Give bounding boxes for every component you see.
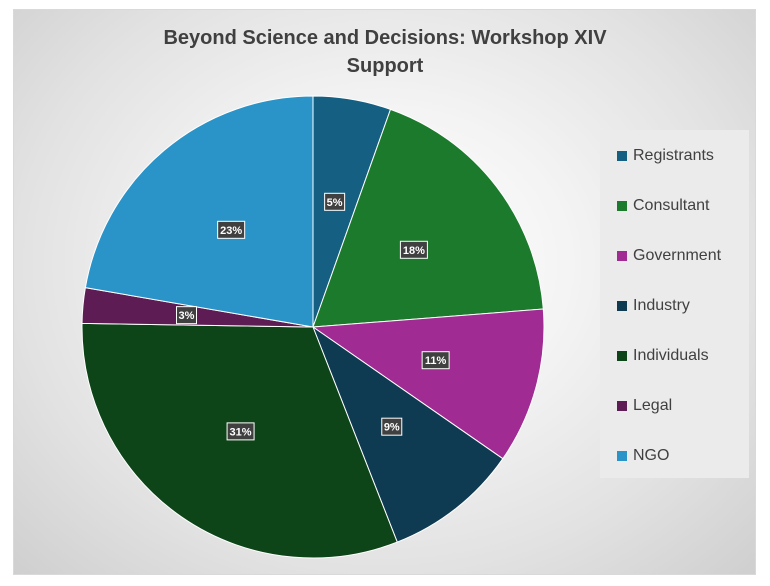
chart-title-line-1: Beyond Science and Decisions: Workshop X… xyxy=(163,27,607,49)
legend-item-registrants: Registrants xyxy=(600,131,749,181)
data-label-individuals: 31% xyxy=(226,422,255,441)
pie-slice-government xyxy=(311,308,545,460)
data-label-box xyxy=(324,192,346,211)
data-label-box xyxy=(399,240,428,259)
legend-label: Legal xyxy=(633,397,673,414)
legend-label: NGO xyxy=(633,447,670,464)
data-label-consultant: 18% xyxy=(399,240,428,259)
data-label-box xyxy=(226,422,255,441)
data-label-text: 9% xyxy=(384,422,400,434)
chart-legend: Registrants Consultant Government Industry I… xyxy=(600,130,749,478)
legend-item-individuals: Individuals xyxy=(600,331,749,381)
data-label-box xyxy=(217,220,246,239)
data-label-text: 23% xyxy=(220,225,242,237)
data-label-text: 31% xyxy=(230,426,252,438)
legend-label: Consultant xyxy=(633,197,710,214)
legend-label: Registrants xyxy=(633,147,714,164)
data-label-text: 18% xyxy=(403,245,425,257)
data-label-box xyxy=(381,417,403,436)
legend-item-ngo: NGO xyxy=(600,431,749,481)
legend-swatch xyxy=(617,151,627,161)
legend-item-government: Government xyxy=(600,231,749,281)
legend-label: Individuals xyxy=(633,347,709,364)
data-label-government: 11% xyxy=(421,351,450,370)
data-label-industry: 9% xyxy=(381,417,403,436)
legend-label: Government xyxy=(633,247,722,264)
pie-slice-ngo xyxy=(84,95,314,328)
data-label-legal: 3% xyxy=(176,306,198,325)
chart-title: Beyond Science and Decisions: Workshop X… xyxy=(0,24,770,80)
data-label-ngo: 23% xyxy=(217,220,246,239)
pie-slice-industry xyxy=(311,325,504,543)
pie-slice-individuals xyxy=(81,322,398,559)
data-label-text: 3% xyxy=(179,310,195,322)
legend-item-industry: Industry xyxy=(600,281,749,331)
data-label-registrants: 5% xyxy=(324,192,346,211)
legend-swatch xyxy=(617,351,627,361)
data-label-text: 11% xyxy=(425,355,447,367)
data-label-text: 5% xyxy=(327,197,343,209)
chart-title-line-2: Support xyxy=(346,55,424,77)
data-label-box xyxy=(421,351,450,370)
legend-swatch xyxy=(617,201,627,211)
legend-swatch xyxy=(617,451,627,461)
legend-swatch xyxy=(617,401,627,411)
legend-swatch xyxy=(617,251,627,261)
legend-item-consultant: Consultant xyxy=(600,181,749,231)
pie-slice-consultant xyxy=(312,108,544,328)
legend-item-legal: Legal xyxy=(600,381,749,431)
data-label-box xyxy=(176,306,198,325)
legend-label: Industry xyxy=(633,297,690,314)
legend-swatch xyxy=(617,301,627,311)
